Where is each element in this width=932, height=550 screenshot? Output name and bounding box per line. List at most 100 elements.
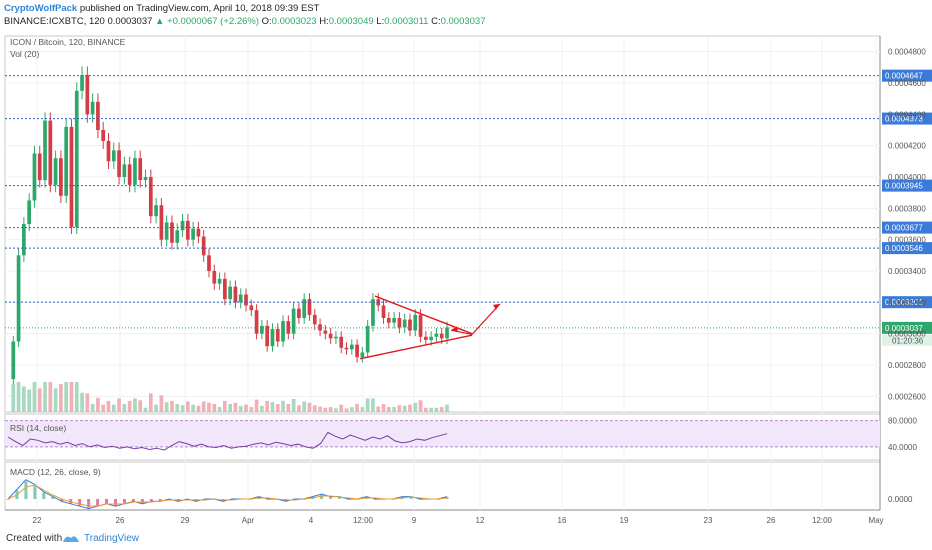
price-tick: 0.0003400 <box>888 267 926 276</box>
time-tick: Apr <box>242 516 255 525</box>
volume-bar <box>312 405 317 412</box>
candle-body <box>413 314 418 331</box>
candle-body <box>64 126 69 196</box>
candle-body <box>96 101 100 130</box>
volume-bar <box>418 400 423 412</box>
candle-body <box>22 224 26 256</box>
volume-bar <box>270 402 275 412</box>
candle-body <box>16 255 21 342</box>
symbol-label: BINANCE:ICXBTC, 120 <box>4 16 105 27</box>
tradingview-brand[interactable]: TradingView <box>84 533 140 544</box>
price-tick: 0.0004800 <box>888 48 926 57</box>
volume-bar <box>297 405 301 412</box>
volume-bar <box>69 382 74 412</box>
price-tick: 0.0002600 <box>888 392 926 401</box>
volume-bar <box>275 404 280 412</box>
time-tick: 29 <box>181 516 190 525</box>
rsi-band <box>5 420 880 447</box>
low-label: L: <box>376 16 385 27</box>
candle-body <box>201 236 206 256</box>
candle-body <box>286 321 291 334</box>
candle-body <box>386 318 391 323</box>
level-tag-label: 0.0004647 <box>885 72 923 81</box>
volume-bar <box>32 382 37 412</box>
candle-body <box>334 336 338 339</box>
chart-header: CryptoWolfPack published on TradingView.… <box>4 2 924 32</box>
candle-body <box>270 328 275 347</box>
volume-bar <box>365 398 370 412</box>
open-label: O: <box>261 16 272 27</box>
candle-body <box>27 200 32 224</box>
macd-histogram-bar <box>122 499 126 504</box>
level-tag-label: 0.0003677 <box>885 224 923 233</box>
candle-body <box>217 278 222 284</box>
macd-histogram-bar <box>42 492 46 499</box>
level-tag-label: 0.0004373 <box>885 115 923 124</box>
candle-body <box>291 308 296 334</box>
candle-body <box>164 222 169 240</box>
volume-bar <box>254 399 259 412</box>
candle-body <box>355 344 359 358</box>
level-tag <box>882 221 932 234</box>
candle-body <box>90 101 95 115</box>
volume-bar <box>59 384 63 412</box>
volume-bar <box>423 407 428 412</box>
candle-body <box>154 205 158 217</box>
candle-body <box>148 177 153 217</box>
arrow-up-head-icon <box>493 303 500 310</box>
pane-border <box>4 35 881 413</box>
volume-bar <box>122 404 127 412</box>
last-price-tag <box>882 321 932 334</box>
volume-bar <box>355 404 359 412</box>
candle-body <box>180 220 185 231</box>
candle-body <box>249 305 254 311</box>
price-tick: 0.0004200 <box>888 142 926 151</box>
volume-bar <box>11 384 16 412</box>
rsi-tick: 40.0000 <box>888 443 917 452</box>
candle-body <box>323 330 328 334</box>
candle-body <box>43 120 47 181</box>
close-label: C: <box>431 16 441 27</box>
candle-body <box>175 230 180 243</box>
created-with-text: Created with <box>6 533 63 544</box>
candle-body <box>32 153 37 201</box>
time-tick: 9 <box>412 516 417 525</box>
volume-bar <box>307 402 312 412</box>
price-tick: 0.0002800 <box>888 361 926 370</box>
candle-body <box>138 158 143 181</box>
candle-body <box>265 325 270 347</box>
macd-line <box>7 479 448 510</box>
volume-bar <box>16 382 21 412</box>
candle-body <box>275 328 280 342</box>
volume-bar <box>48 382 53 412</box>
chart-title: ICON / Bitcoin, 120, BINANCE <box>10 37 126 47</box>
time-tick: 26 <box>767 516 776 525</box>
candle-body <box>328 333 333 339</box>
time-axis[interactable]: 22 26 29 Apr 4 12:00 9 12 16 19 23 26 12:00 May <box>33 516 884 525</box>
macd-pane: 0.0000 <box>6 479 913 510</box>
volume-bar <box>80 392 84 412</box>
time-tick: 12:00 <box>812 516 833 525</box>
candle-body <box>122 164 127 177</box>
annotations <box>359 295 501 360</box>
candle-body <box>434 333 439 337</box>
volume-bar <box>244 404 248 412</box>
volume-bar <box>397 405 402 412</box>
time-tick: 16 <box>558 516 567 525</box>
candle-body <box>371 299 375 326</box>
volume-bar <box>233 402 238 412</box>
rsi-line <box>7 431 448 451</box>
author-link[interactable]: CryptoWolfPack <box>4 3 78 14</box>
time-tick: 19 <box>620 516 629 525</box>
triangle-lower-line <box>359 334 473 360</box>
volume-bar <box>302 401 307 412</box>
candle-body <box>254 310 259 334</box>
volume-bar <box>318 406 322 412</box>
volume-bar <box>429 407 433 412</box>
price-axis[interactable]: 0.0004800 0.0004600 0.0004400 0.0004200 0.00… <box>888 48 926 402</box>
macd-histogram-bar <box>87 499 91 508</box>
volume-bar <box>281 400 285 412</box>
chart-canvas[interactable]: 0.00046470.00043730.00039450.00036770.00… <box>0 32 932 526</box>
volume-bar <box>217 407 222 412</box>
level-lines: 0.0004647 0.0004373 0.0003945 0.0003677 0.00… <box>5 69 932 346</box>
